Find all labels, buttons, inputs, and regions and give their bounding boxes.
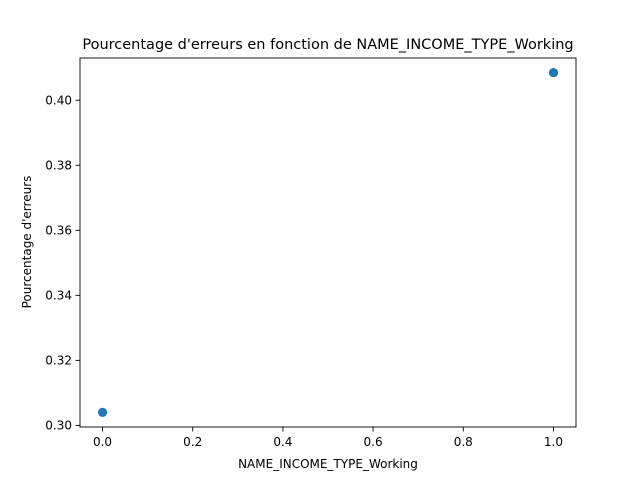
x-axis-label: NAME_INCOME_TYPE_Working [238, 457, 418, 471]
x-tick-label-0: 0.0 [93, 435, 112, 449]
y-tick-label-2: 0.34 [45, 289, 72, 303]
y-tick-label-0: 0.30 [45, 419, 72, 433]
x-tick-label-1: 0.2 [183, 435, 202, 449]
x-tick-label-4: 0.8 [454, 435, 473, 449]
chart-title: Pourcentage d'erreurs en fonction de NAM… [82, 37, 573, 53]
data-point-0 [97, 407, 108, 417]
axes-frame [79, 57, 577, 428]
x-tick-label-2: 0.4 [273, 435, 292, 449]
y-axis-label: Pourcentage d'erreurs [20, 176, 34, 309]
x-tick-label-3: 0.6 [364, 435, 383, 449]
y-tick-label-4: 0.38 [45, 158, 72, 172]
plot-area: 0.0 0.2 0.4 0.6 0.8 1.0 0.30 0.32 0.34 0.36 0.38 0.… [45, 57, 577, 449]
y-tick-label-3: 0.36 [45, 224, 72, 238]
y-tick-label-1: 0.32 [45, 354, 72, 368]
data-point-1 [548, 68, 559, 78]
y-tick-label-5: 0.40 [45, 93, 72, 107]
x-tick-label-5: 1.0 [544, 435, 563, 449]
